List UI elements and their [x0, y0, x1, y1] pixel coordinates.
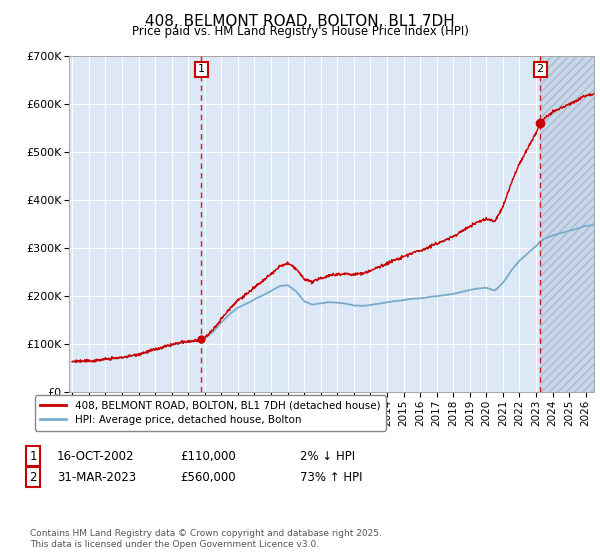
Text: 1: 1 — [29, 450, 37, 463]
Bar — [56, 56, 540, 392]
Text: Contains HM Land Registry data © Crown copyright and database right 2025.
This d: Contains HM Land Registry data © Crown c… — [30, 529, 382, 549]
Text: 73% ↑ HPI: 73% ↑ HPI — [300, 470, 362, 484]
Legend: 408, BELMONT ROAD, BOLTON, BL1 7DH (detached house), HPI: Average price, detache: 408, BELMONT ROAD, BOLTON, BL1 7DH (deta… — [35, 395, 386, 431]
Text: 31-MAR-2023: 31-MAR-2023 — [57, 470, 136, 484]
Text: 2: 2 — [536, 64, 544, 74]
Bar — [540, 56, 600, 392]
Text: 2% ↓ HPI: 2% ↓ HPI — [300, 450, 355, 463]
Text: 408, BELMONT ROAD, BOLTON, BL1 7DH: 408, BELMONT ROAD, BOLTON, BL1 7DH — [145, 14, 455, 29]
Text: 1: 1 — [198, 64, 205, 74]
Text: 2: 2 — [29, 470, 37, 484]
Text: £560,000: £560,000 — [180, 470, 236, 484]
Text: Price paid vs. HM Land Registry's House Price Index (HPI): Price paid vs. HM Land Registry's House … — [131, 25, 469, 38]
Text: £110,000: £110,000 — [180, 450, 236, 463]
Text: 16-OCT-2002: 16-OCT-2002 — [57, 450, 134, 463]
